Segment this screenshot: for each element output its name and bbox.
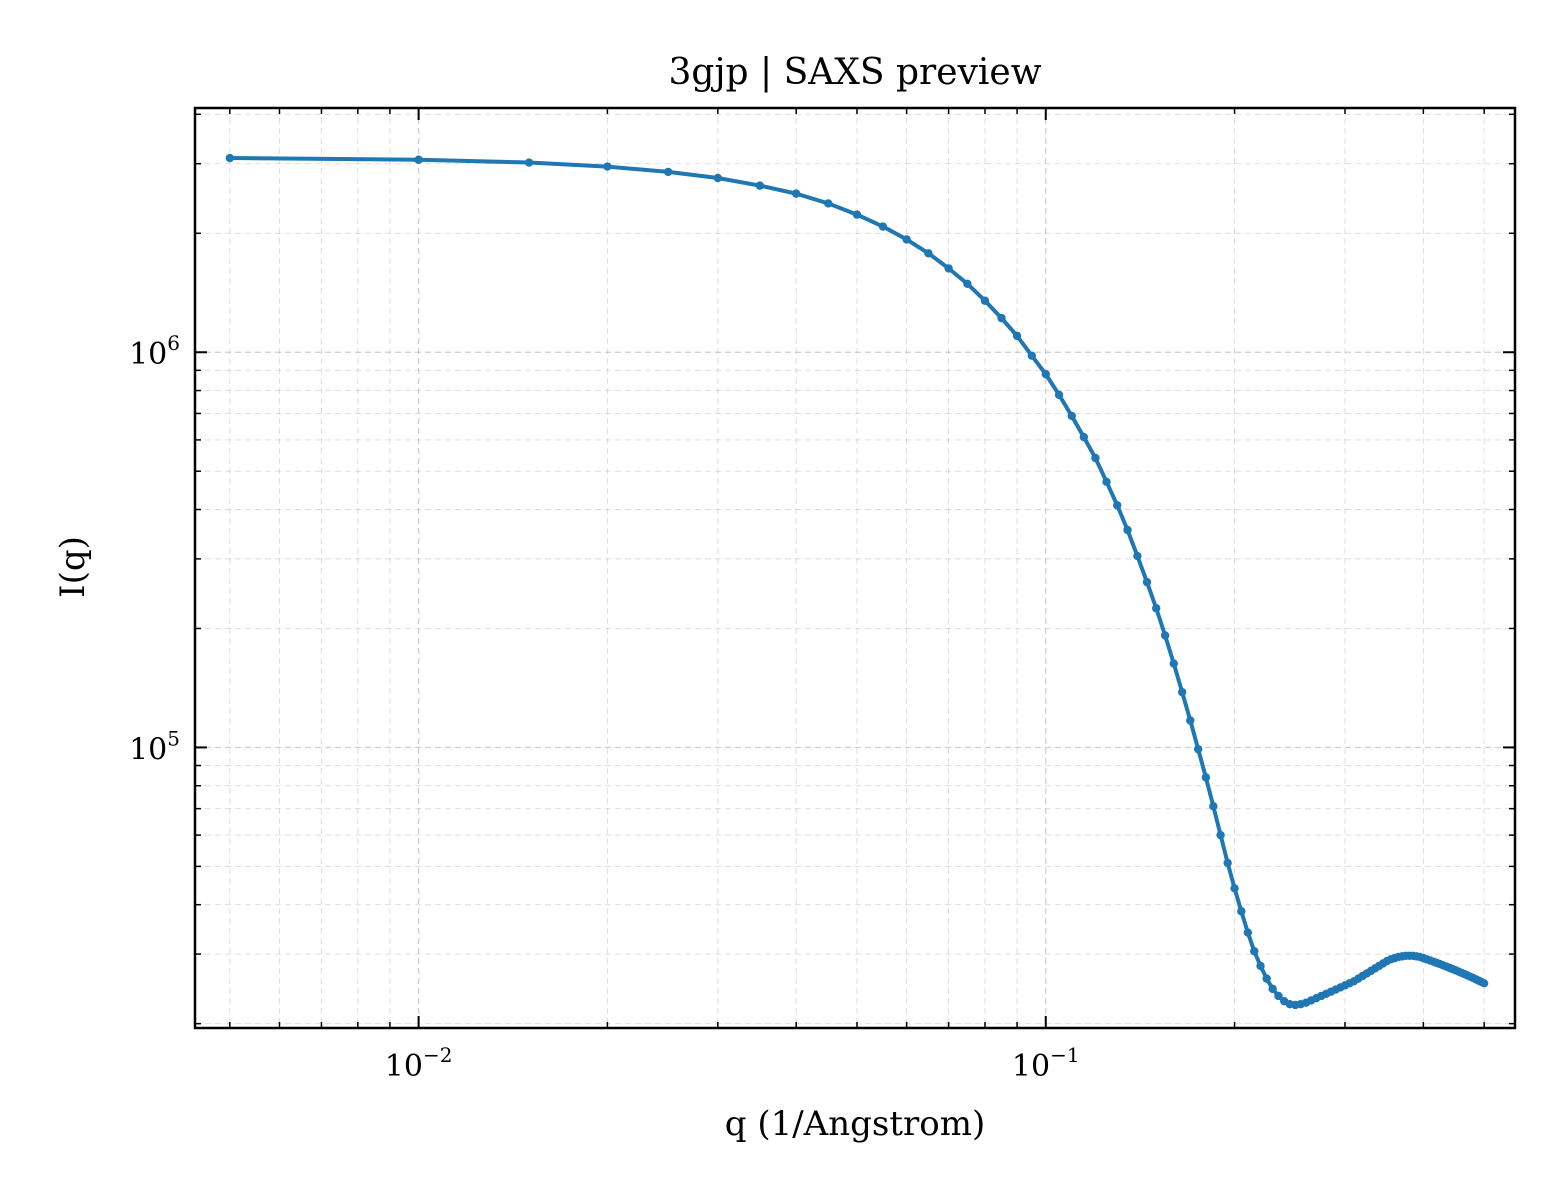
data-point (603, 162, 612, 171)
x-tick-label: 10−1 (1012, 1043, 1080, 1084)
chart-title: 3gjp | SAXS preview (668, 52, 1041, 93)
data-point (1223, 858, 1232, 868)
data-point (1133, 551, 1142, 561)
grid-lines (195, 108, 1515, 1028)
data-point (1250, 947, 1259, 956)
data-point (997, 313, 1006, 323)
data-point (963, 279, 972, 289)
data-point (524, 158, 534, 167)
data-point (1041, 369, 1050, 379)
data-point (1169, 659, 1178, 668)
data-point (1216, 830, 1225, 840)
data-point (1230, 884, 1239, 893)
data-point (1067, 411, 1076, 421)
data-point (1102, 477, 1111, 487)
data-point (944, 264, 953, 273)
data-point (980, 296, 990, 305)
data-point (663, 167, 673, 177)
data-point (1201, 773, 1211, 782)
plot-area-frame (193, 106, 1517, 1030)
data-point (1123, 525, 1132, 535)
data-point (1054, 390, 1064, 400)
data-point (1186, 716, 1195, 725)
x-tick-label: 10−2 (385, 1043, 453, 1084)
data-point (791, 189, 801, 198)
data-point (1091, 453, 1100, 463)
data-point (1160, 631, 1170, 640)
data-point (1142, 577, 1152, 587)
data-point (1243, 928, 1253, 937)
data-point (1079, 432, 1089, 442)
axis-ticks (195, 108, 1515, 1028)
data-point (1012, 331, 1022, 341)
data-point (902, 235, 911, 244)
y-tick-label: 105 (129, 726, 180, 767)
data-point (1113, 501, 1122, 510)
data-point (1262, 974, 1271, 983)
data-point (878, 222, 888, 231)
data-point (1027, 351, 1036, 360)
data-point (1237, 907, 1246, 916)
data-point (1479, 979, 1489, 988)
data-point (824, 199, 833, 208)
data-point (1193, 744, 1203, 754)
data-point (1152, 604, 1161, 613)
data-point (1177, 687, 1187, 697)
x-axis-label: q (1/Angstrom) (725, 1104, 985, 1144)
y-tick-label: 106 (129, 331, 180, 372)
data-point (414, 155, 423, 164)
data-point (1274, 991, 1283, 1001)
y-axis-label: I(q) (53, 536, 93, 598)
data-series (225, 153, 1489, 1010)
data-point (713, 173, 723, 183)
data-point (852, 210, 862, 219)
data-point (755, 181, 765, 190)
data-point (924, 249, 933, 258)
data-point (1209, 802, 1218, 811)
data-point (225, 153, 235, 163)
data-point (1256, 961, 1265, 971)
data-point (1268, 984, 1277, 994)
